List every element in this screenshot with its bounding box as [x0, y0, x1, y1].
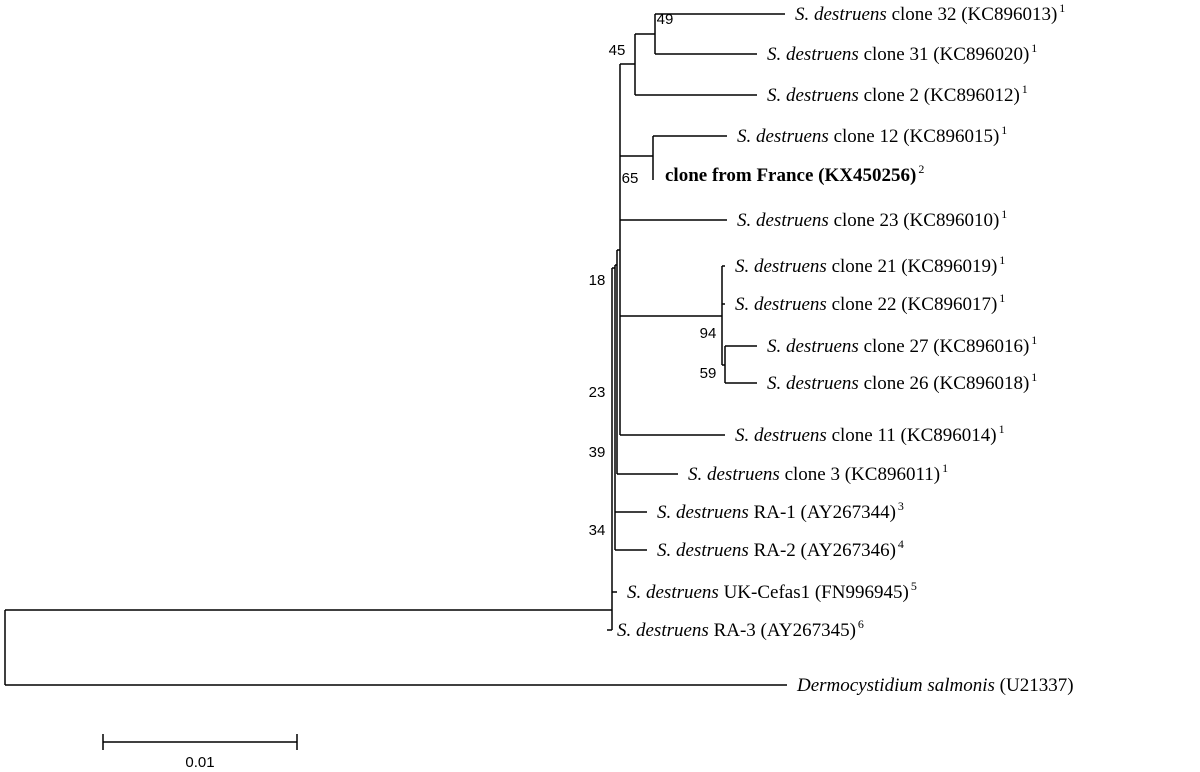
leaf-genus: S. destruens [737, 126, 829, 147]
leaf-sup: 2 [918, 162, 924, 176]
leaf-label: S. destruens clone 11 (KC896014) 1 [735, 422, 1005, 446]
leaf-genus: S. destruens [688, 464, 780, 485]
leaf-genus: S. destruens [735, 294, 827, 315]
leaf-name: clone 22 (KC896017) [832, 294, 998, 315]
leaf-label: S. destruens clone 26 (KC896018) 1 [767, 370, 1037, 394]
leaf-name: clone 21 (KC896019) [832, 256, 998, 277]
leaf-genus: S. destruens [657, 502, 749, 523]
leaf-label: Dermocystidium salmonis (U21337) [796, 675, 1074, 696]
leaf-genus: S. destruens [735, 425, 827, 446]
leaf-name: RA-3 (AY267345) [714, 620, 856, 641]
leaf-genus: S. destruens [767, 44, 859, 65]
bootstrap-value: 59 [700, 365, 717, 382]
leaf-sup: 1 [999, 422, 1005, 436]
leaf-sup: 1 [1031, 41, 1037, 55]
leaf-label: S. destruens UK-Cefas1 (FN996945) 5 [627, 579, 917, 603]
leaf-name: clone 31 (KC896020) [864, 44, 1030, 65]
leaf-sup: 1 [1001, 123, 1007, 137]
leaf-genus: S. destruens [795, 4, 887, 25]
leaf-sup: 6 [858, 617, 864, 631]
bootstrap-value: 49 [657, 11, 674, 28]
leaf-label: S. destruens clone 31 (KC896020) 1 [767, 41, 1037, 65]
leaf-sup: 1 [1022, 82, 1028, 96]
leaf-name: RA-1 (AY267344) [754, 502, 896, 523]
leaf-genus: S. destruens [735, 256, 827, 277]
leaf-genus: S. destruens [767, 336, 859, 357]
leaf-label: S. destruens clone 2 (KC896012) 1 [767, 82, 1028, 106]
leaf-sup: 1 [999, 291, 1005, 305]
leaf-sup: 1 [1031, 370, 1037, 384]
leaf-name: clone 12 (KC896015) [834, 126, 1000, 147]
leaf-sup: 1 [942, 461, 948, 475]
leaf-genus: S. destruens [627, 582, 719, 603]
bootstrap-value: 39 [589, 444, 606, 461]
bootstrap-value: 34 [589, 522, 606, 539]
leaf-label: S. destruens clone 32 (KC896013) 1 [795, 1, 1065, 25]
leaf-name: clone 23 (KC896010) [834, 210, 1000, 231]
leaf-sup: 1 [1001, 207, 1007, 221]
leaf-label: S. destruens clone 23 (KC896010) 1 [737, 207, 1007, 231]
leaf-name: clone 27 (KC896016) [864, 336, 1030, 357]
leaf-name: clone 26 (KC896018) [864, 373, 1030, 394]
leaf-name: UK-Cefas1 (FN996945) [724, 582, 909, 603]
leaf-genus: S. destruens [657, 540, 749, 561]
bootstrap-value: 18 [589, 272, 606, 289]
bootstrap-value: 45 [609, 42, 626, 59]
leaf-genus: S. destruens [767, 85, 859, 106]
leaf-name: clone 3 (KC896011) [785, 464, 941, 485]
bootstrap-value: 65 [622, 170, 639, 187]
leaf-label: S. destruens clone 3 (KC896011) 1 [688, 461, 948, 485]
leaf-label: S. destruens clone 21 (KC896019) 1 [735, 253, 1005, 277]
leaf-label: clone from France (KX450256) 2 [665, 162, 924, 186]
leaf-genus: S. destruens [737, 210, 829, 231]
leaf-sup: 1 [1031, 333, 1037, 347]
leaf-label: S. destruens RA-2 (AY267346) 4 [657, 537, 904, 561]
bootstrap-value: 23 [589, 384, 606, 401]
leaf-name: clone 11 (KC896014) [832, 425, 997, 446]
leaf-sup: 3 [898, 499, 904, 513]
leaf-label: S. destruens RA-3 (AY267345) 6 [617, 617, 864, 641]
leaf-name: (U21337) [1000, 675, 1074, 696]
leaf-sup: 4 [898, 537, 904, 551]
leaf-label: S. destruens clone 27 (KC896016) 1 [767, 333, 1037, 357]
bootstrap-value: 94 [700, 325, 717, 342]
leaf-sup: 1 [999, 253, 1005, 267]
leaf-genus: S. destruens [617, 620, 709, 641]
leaf-label: S. destruens clone 22 (KC896017) 1 [735, 291, 1005, 315]
leaf-label: S. destruens clone 12 (KC896015) 1 [737, 123, 1007, 147]
leaf-sup: 1 [1059, 1, 1065, 15]
leaf-bold: clone from France (KX450256) [665, 165, 916, 186]
leaf-name: clone 32 (KC896013) [892, 4, 1058, 25]
leaf-label: S. destruens RA-1 (AY267344) 3 [657, 499, 904, 523]
leaf-name: RA-2 (AY267346) [754, 540, 896, 561]
leaf-sup: 5 [911, 579, 917, 593]
leaf-name: clone 2 (KC896012) [864, 85, 1020, 106]
leaf-genus: Dermocystidium salmonis [796, 675, 995, 696]
scale-label: 0.01 [185, 754, 214, 771]
leaf-genus: S. destruens [767, 373, 859, 394]
